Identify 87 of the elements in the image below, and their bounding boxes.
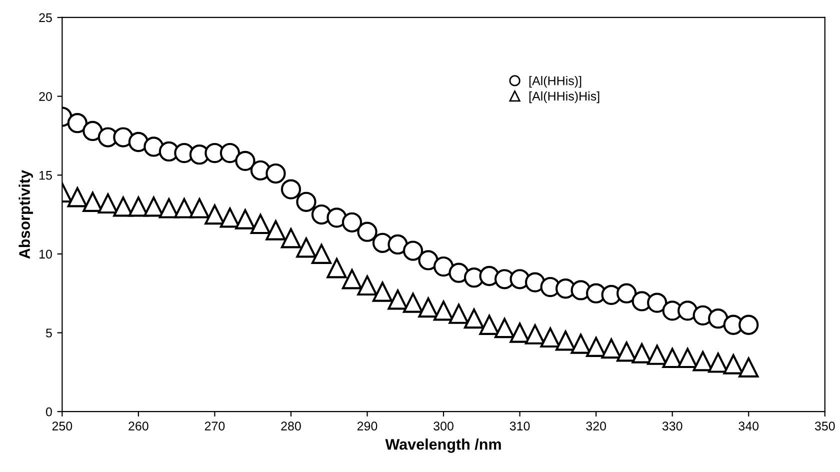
point [372, 282, 393, 302]
point [616, 283, 637, 304]
point [296, 192, 316, 212]
x-axis-title: Wavelength /nm [385, 438, 501, 453]
x-tick-label: 340 [738, 422, 759, 430]
point [280, 179, 302, 200]
x-tick-label: 280 [281, 422, 301, 430]
y-axis-title: Absorptivity [18, 170, 33, 259]
point [708, 308, 728, 329]
point [357, 275, 378, 296]
point [555, 330, 576, 351]
point [113, 196, 134, 217]
point [570, 334, 591, 354]
x-tick-label: 320 [586, 422, 606, 430]
point [647, 344, 668, 365]
point [82, 192, 103, 212]
point [510, 322, 530, 343]
y-tick-label: 20 [39, 92, 52, 101]
point [433, 256, 454, 277]
legend-label: [Al(HHis)His] [529, 91, 600, 104]
point [464, 308, 484, 329]
point [540, 327, 560, 348]
point [128, 132, 149, 152]
point [418, 297, 438, 318]
legend-label: [Al(HHis)] [529, 76, 582, 88]
point [113, 127, 134, 148]
x-tick-label: 310 [510, 422, 530, 430]
point [494, 318, 515, 338]
y-tick-label: 15 [39, 171, 52, 180]
point [738, 357, 759, 378]
x-tick-label: 260 [128, 422, 148, 430]
point [158, 198, 180, 218]
point [98, 193, 118, 214]
point [708, 352, 728, 373]
point [601, 338, 622, 359]
point [280, 228, 302, 248]
point [524, 272, 546, 292]
point [235, 150, 256, 171]
y-tick-label: 25 [39, 13, 52, 22]
point [738, 314, 759, 335]
point [418, 250, 438, 270]
point [616, 342, 637, 362]
point [326, 208, 347, 228]
point [144, 136, 164, 157]
y-tick-label: 10 [39, 250, 52, 259]
point [174, 198, 194, 218]
point [723, 354, 744, 374]
point [678, 348, 698, 368]
point [357, 222, 378, 242]
x-tick-label: 330 [662, 422, 682, 430]
x-tick-label: 250 [52, 422, 72, 430]
point [67, 187, 88, 208]
point [388, 290, 408, 310]
point [402, 292, 424, 313]
point [479, 314, 500, 335]
point [296, 238, 316, 258]
point [433, 300, 454, 321]
point [235, 209, 256, 230]
point [448, 304, 469, 324]
point [632, 343, 652, 364]
y-tick-label: 0 [46, 407, 52, 416]
point [204, 204, 225, 225]
point [128, 196, 149, 217]
point [692, 351, 713, 372]
y-tick-label: 5 [46, 328, 52, 338]
point [250, 214, 271, 234]
x-tick-label: 300 [434, 422, 454, 430]
point [266, 163, 286, 184]
point [402, 240, 424, 261]
point [342, 269, 362, 290]
point [678, 300, 698, 321]
point [82, 120, 103, 142]
x-tick-label: 350 [814, 422, 835, 430]
point [189, 198, 210, 218]
point [144, 196, 164, 217]
point [448, 262, 469, 283]
point [388, 234, 408, 255]
point [266, 220, 286, 240]
point [647, 292, 668, 313]
x-tick-label: 270 [204, 422, 225, 430]
point [342, 212, 362, 232]
point [67, 113, 88, 134]
point [220, 142, 240, 164]
point [311, 244, 332, 264]
point [524, 324, 546, 344]
x-tick-label: 290 [357, 422, 378, 430]
point [326, 258, 347, 278]
